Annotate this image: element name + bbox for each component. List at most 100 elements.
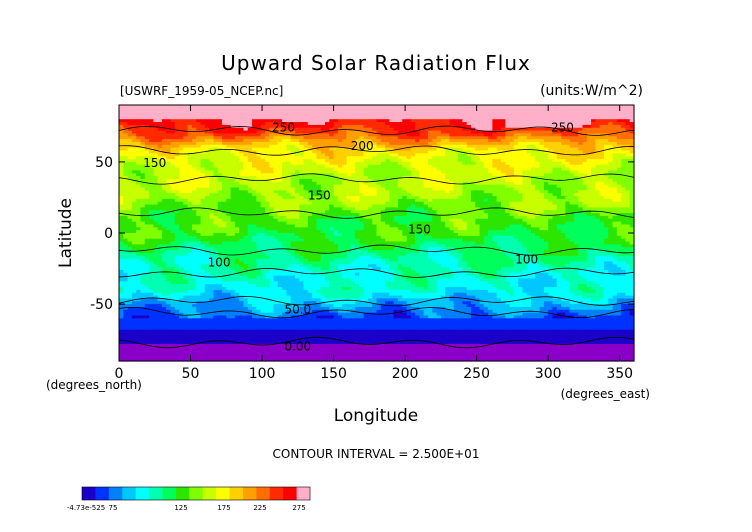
heatmap-cell bbox=[440, 150, 446, 154]
heatmap-cell bbox=[505, 124, 511, 129]
heatmap-cell bbox=[350, 124, 356, 129]
heatmap-cell bbox=[149, 116, 154, 120]
heatmap-cell bbox=[333, 116, 339, 120]
heatmap-cell bbox=[256, 207, 262, 211]
heatmap-cell bbox=[149, 127, 154, 132]
heatmap-cell bbox=[264, 161, 270, 166]
heatmap-cell bbox=[500, 130, 506, 135]
heatmap-cell bbox=[217, 113, 223, 117]
heatmap-cell bbox=[522, 161, 528, 166]
heatmap-cell bbox=[363, 124, 369, 129]
heatmap-cell bbox=[372, 221, 378, 226]
heatmap-cell bbox=[286, 181, 292, 186]
heatmap-cell bbox=[337, 133, 343, 137]
heatmap-cell bbox=[612, 147, 618, 152]
heatmap-cell bbox=[294, 147, 300, 152]
heatmap-cell bbox=[419, 147, 425, 152]
heatmap-cell bbox=[458, 144, 463, 149]
heatmap-cell bbox=[586, 141, 592, 146]
heatmap-cell bbox=[196, 210, 202, 214]
heatmap-cell bbox=[316, 156, 322, 160]
heatmap-cell bbox=[565, 156, 571, 160]
heatmap-cell bbox=[565, 141, 571, 146]
heatmap-cell bbox=[131, 133, 137, 137]
heatmap-cell bbox=[539, 196, 545, 200]
heatmap-cell bbox=[449, 161, 455, 166]
heatmap-cell bbox=[337, 110, 343, 115]
heatmap-cell bbox=[363, 201, 369, 206]
heatmap-cell bbox=[191, 136, 197, 140]
heatmap-cell bbox=[423, 221, 429, 226]
heatmap-cell bbox=[243, 181, 249, 186]
heatmap-cell bbox=[140, 215, 146, 220]
heatmap-cell bbox=[608, 213, 614, 217]
heatmap-cell bbox=[470, 167, 476, 172]
heatmap-cell bbox=[149, 196, 154, 200]
heatmap-cell bbox=[475, 141, 481, 146]
heatmap-cell bbox=[294, 164, 300, 169]
heatmap-cell bbox=[127, 141, 133, 146]
heatmap-cell bbox=[282, 221, 287, 226]
heatmap-cell bbox=[333, 161, 339, 166]
heatmap-cell bbox=[290, 153, 296, 157]
heatmap-cell bbox=[187, 136, 193, 140]
heatmap-cell bbox=[470, 176, 476, 180]
heatmap-cell bbox=[243, 184, 249, 189]
heatmap-cell bbox=[466, 204, 472, 208]
heatmap-cell bbox=[475, 193, 481, 197]
heatmap-cell bbox=[294, 161, 300, 166]
heatmap-cell bbox=[458, 161, 463, 166]
heatmap-cell bbox=[616, 204, 622, 208]
heatmap-cell bbox=[376, 184, 382, 189]
heatmap-cell bbox=[359, 190, 365, 194]
heatmap-cell bbox=[492, 124, 498, 129]
heatmap-cell bbox=[213, 136, 219, 140]
heatmap-cell bbox=[239, 178, 245, 183]
heatmap-cell bbox=[518, 167, 524, 172]
heatmap-cell bbox=[119, 130, 124, 135]
heatmap-cell bbox=[239, 161, 245, 166]
heatmap-cell bbox=[385, 161, 390, 166]
heatmap-cell bbox=[337, 221, 343, 226]
heatmap-cell bbox=[243, 164, 249, 169]
heatmap-cell bbox=[342, 150, 348, 154]
heatmap-cell bbox=[376, 122, 382, 126]
heatmap-cell bbox=[204, 144, 210, 149]
heatmap-cell bbox=[552, 141, 558, 146]
heatmap-cell bbox=[535, 193, 541, 197]
heatmap-cell bbox=[234, 196, 240, 200]
heatmap-cell bbox=[569, 119, 575, 123]
heatmap-cell bbox=[342, 130, 348, 135]
heatmap-cell bbox=[466, 198, 472, 203]
heatmap-cell bbox=[428, 147, 433, 152]
heatmap-cell bbox=[406, 190, 412, 194]
heatmap-cell bbox=[166, 201, 172, 206]
heatmap-cell bbox=[320, 190, 326, 194]
heatmap-cell bbox=[436, 113, 442, 117]
heatmap-cell bbox=[355, 187, 360, 191]
heatmap-cell bbox=[621, 176, 627, 180]
heatmap-cell bbox=[406, 105, 412, 109]
heatmap-cell bbox=[127, 167, 133, 172]
heatmap-cell bbox=[453, 139, 459, 143]
heatmap-cell bbox=[565, 133, 571, 137]
heatmap-cell bbox=[612, 124, 618, 129]
heatmap-cell bbox=[127, 173, 133, 177]
heatmap-cell bbox=[196, 207, 202, 211]
heatmap-cell bbox=[183, 187, 189, 191]
heatmap-cell bbox=[342, 184, 348, 189]
heatmap-cell bbox=[453, 122, 459, 126]
heatmap-cell bbox=[573, 144, 579, 149]
heatmap-cell bbox=[462, 119, 468, 123]
heatmap-cell bbox=[342, 181, 348, 186]
heatmap-cell bbox=[410, 116, 416, 120]
heatmap-cell bbox=[475, 215, 481, 220]
heatmap-cell bbox=[123, 122, 129, 126]
heatmap-cell bbox=[299, 181, 305, 186]
heatmap-cell bbox=[475, 198, 481, 203]
heatmap-cell bbox=[273, 144, 279, 149]
heatmap-cell bbox=[166, 218, 172, 223]
heatmap-cell bbox=[436, 122, 442, 126]
heatmap-cell bbox=[432, 133, 438, 137]
heatmap-cell bbox=[436, 204, 442, 208]
